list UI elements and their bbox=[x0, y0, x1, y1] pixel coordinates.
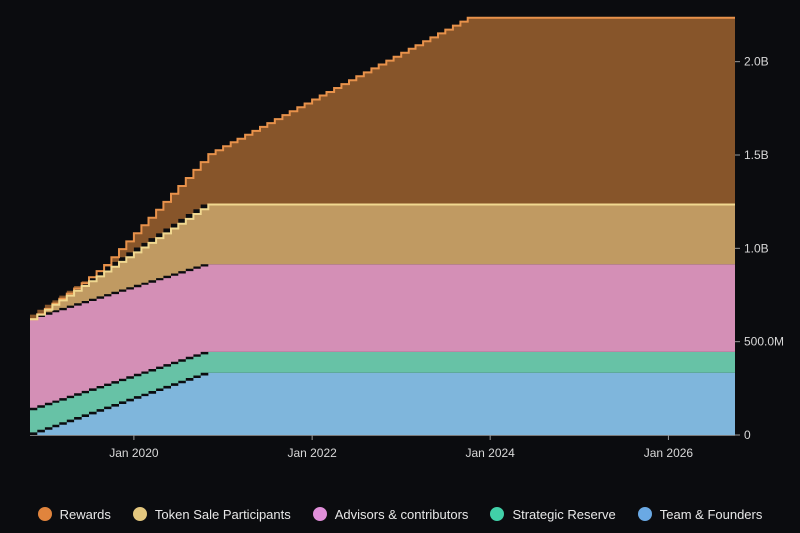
chart-areas bbox=[30, 17, 735, 435]
line-token-sale-participants bbox=[30, 203, 735, 321]
legend-swatch bbox=[37, 507, 52, 521]
legend-swatch bbox=[312, 507, 327, 521]
x-tick-label: Jan 2022 bbox=[287, 446, 337, 460]
line-rewards bbox=[30, 16, 735, 321]
chart-lines bbox=[30, 16, 735, 321]
area-strategic-reserve bbox=[30, 351, 735, 435]
legend-item-advisors-contributors[interactable]: Advisors & contributors bbox=[312, 506, 469, 522]
legend-label: Rewards bbox=[59, 506, 111, 522]
area-token-sale-participants bbox=[30, 204, 735, 320]
y-tick-label: 2.0B bbox=[744, 55, 769, 69]
legend-swatch bbox=[132, 507, 147, 521]
legend-swatch bbox=[637, 507, 652, 521]
x-tick-label: Jan 2020 bbox=[109, 446, 159, 460]
x-axis: Jan 2020 Jan 2022 Jan 2024 Jan 2026 bbox=[30, 435, 735, 460]
legend-item-rewards[interactable]: Rewards bbox=[37, 506, 111, 522]
legend-item-strategic-reserve[interactable]: Strategic Reserve bbox=[490, 506, 616, 522]
legend-swatch bbox=[490, 507, 505, 521]
y-tick-label: 500.0M bbox=[744, 335, 784, 349]
legend-label: Token Sale Participants bbox=[154, 506, 291, 522]
x-tick-label: Jan 2024 bbox=[465, 446, 515, 460]
area-team-founders bbox=[30, 372, 735, 435]
y-tick-label: 1.0B bbox=[744, 241, 769, 255]
legend-label: Team & Founders bbox=[659, 506, 763, 522]
legend-label: Strategic Reserve bbox=[512, 506, 616, 522]
y-tick-label: 1.5B bbox=[744, 148, 769, 162]
area-advisors-contributors bbox=[30, 264, 735, 411]
legend-item-team-founders[interactable]: Team & Founders bbox=[637, 506, 763, 522]
y-axis: 0 500.0M 1.0B 1.5B 2.0B bbox=[735, 55, 784, 442]
legend-item-token-sale-participants[interactable]: Token Sale Participants bbox=[132, 506, 291, 522]
legend-label: Advisors & contributors bbox=[334, 506, 469, 522]
area-rewards bbox=[30, 17, 735, 320]
y-tick-label: 0 bbox=[744, 428, 751, 442]
chart-legend: Rewards Token Sale Participants Advisors &… bbox=[0, 502, 800, 526]
x-tick-label: Jan 2026 bbox=[644, 446, 694, 460]
